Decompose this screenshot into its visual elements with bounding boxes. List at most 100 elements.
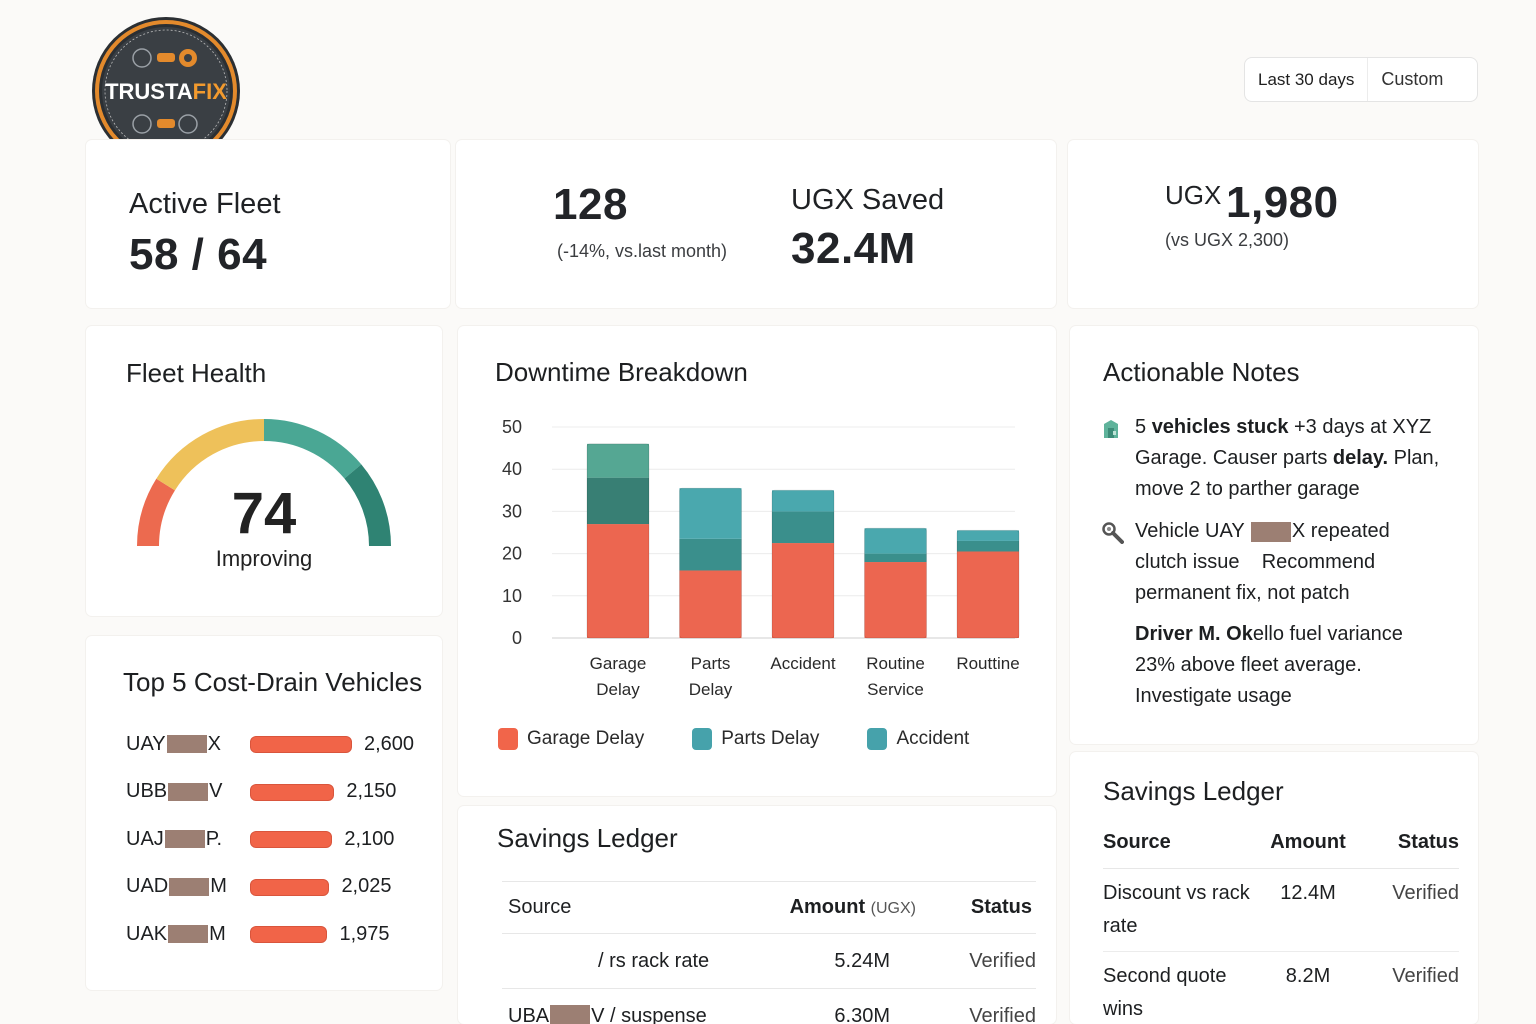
ledger-main-header-source: Source [502, 881, 776, 934]
bar-segment-parts-delay[interactable] [864, 553, 927, 563]
ledger-status: Verified [926, 933, 1036, 989]
cost-drain-row[interactable]: UBB V 2,150 [126, 777, 426, 807]
legend-item[interactable]: Parts Delay [692, 728, 819, 750]
bar-outline [771, 489, 835, 639]
cost-drain-row[interactable]: UAJ P. 2,100 [126, 824, 426, 854]
note-fragment: X repeated clutch issue Recommend perman… [1135, 520, 1390, 604]
bar-segment-parts-delay[interactable] [679, 538, 742, 571]
range-custom[interactable]: Custom [1367, 58, 1456, 101]
redaction-block [168, 782, 209, 801]
bar-segment-accident[interactable] [957, 530, 1019, 541]
gauge-segment-excellent [344, 464, 391, 547]
ledger-side-header-row: Source Amount Status [1103, 818, 1459, 869]
ledger-amount: 5.24M [776, 933, 926, 989]
x-tick-label: Service [867, 680, 924, 699]
ledger-main-title: Savings Ledger [497, 823, 678, 853]
fleet-health-title: Fleet Health [126, 358, 267, 388]
note-text: Driver M. Okello fuel variance 23% above… [1135, 619, 1442, 712]
bar-segment-parts-delay[interactable] [957, 540, 1019, 552]
downtime-chart: 0 10 20 30 40 50 Garage Delay Parts Delay Accident… [502, 417, 1020, 699]
cost-value: 1,975 [339, 922, 390, 945]
legend-label: Parts Delay [721, 728, 820, 749]
bar-outline [956, 529, 1020, 639]
bar-segment-garage-delay[interactable] [679, 570, 742, 638]
bar-segment-accident[interactable] [587, 443, 649, 478]
svg-text:TRUSTAFIX: TRUSTAFIX [105, 79, 227, 104]
ledger-main-header-row: Source Amount (UGX) Status [502, 881, 1036, 934]
ledger-amount: 8.2M [1285, 964, 1331, 987]
table-row[interactable]: Discount vs rack rate 12.4M Verified [1103, 868, 1459, 952]
plate-prefix: UAK [126, 922, 168, 945]
bar-segment-accident[interactable] [772, 490, 834, 512]
chart-legend: Garage Delay Parts Delay Accident [498, 728, 1017, 750]
y-tick-label: 0 [512, 628, 522, 648]
legend-swatch [498, 728, 518, 750]
ledger-side-header-amount: Amount [1253, 818, 1363, 869]
bar-segment-parts-delay[interactable] [772, 511, 834, 544]
vehicle-plate: UAY X [126, 729, 221, 759]
legend-item[interactable]: Accident [867, 728, 969, 750]
gauge-segment-good [263, 419, 362, 479]
legend-item[interactable]: Garage Delay [498, 728, 644, 750]
wrench-icon [1102, 522, 1124, 544]
ledger-status: Verified [1363, 868, 1459, 952]
brand-name-part2: FIX [193, 79, 228, 104]
x-tick-label: Routine [866, 654, 925, 673]
bar-segment-garage-delay[interactable] [957, 551, 1019, 638]
plate-suffix: P. [205, 827, 223, 850]
kpi-card-active-fleet [86, 140, 450, 308]
bar-segment-parts-delay[interactable] [587, 477, 649, 525]
brand-name-part1: TRUSTA [105, 79, 193, 104]
plate-prefix: UAY [126, 732, 166, 755]
bar-segment-garage-delay[interactable] [864, 562, 927, 638]
active-fleet-value: 58 / 64 [129, 230, 268, 279]
cost-drain-row[interactable]: UAD M 2,025 [126, 872, 426, 902]
cost-bar [250, 736, 352, 753]
ledger-side-header-status: Status [1363, 818, 1459, 869]
ledger-side-header-source: Source [1103, 818, 1253, 869]
avg-cost-currency: UGX [1165, 180, 1222, 210]
fleet-health-score: 74 [231, 481, 297, 546]
cost-drain-row[interactable]: UAY X 2,600 [126, 729, 426, 759]
x-tick-label: Garage [590, 654, 647, 673]
table-row[interactable]: UBA V / suspense 6.30M Verified [502, 988, 1036, 1024]
y-tick-label: 40 [502, 459, 522, 479]
bar-segment-garage-delay[interactable] [587, 524, 649, 638]
gauge-segment-fair [156, 419, 265, 491]
redaction-block [1250, 521, 1291, 542]
trustafix-logo: TRUSTAFIX [90, 16, 242, 166]
vehicle-plate: UBB V [126, 777, 222, 807]
ledger-source-text: V / suspense [591, 1004, 707, 1024]
table-row[interactable]: Second quote wins 8.2M Verified [1103, 951, 1459, 1024]
ledger-status: Verified [926, 988, 1036, 1024]
cost-value: 2,150 [346, 780, 397, 802]
note-fragment: 5 [1135, 416, 1152, 438]
cost-bar [250, 926, 328, 943]
cost-drain-title: Top 5 Cost-Drain Vehicles [123, 667, 423, 697]
count-value: 128 [553, 180, 628, 229]
ledger-amount: 12.4M [1253, 868, 1363, 952]
ledger-source: Second quote wins [1103, 964, 1227, 1020]
bar-segment-accident[interactable] [864, 528, 927, 554]
table-row[interactable]: / rs rack rate 5.24M Verified [502, 933, 1036, 989]
cost-bar [250, 878, 330, 896]
cost-bar [250, 831, 333, 848]
ledger-source: UBA V / suspense [502, 988, 776, 1024]
bar-segment-accident[interactable] [679, 488, 742, 539]
range-last-30-days[interactable]: Last 30 days [1258, 69, 1355, 89]
note-fragment: ello fuel variance 23% above fleet avera… [1135, 623, 1403, 707]
x-tick-label: Routtine [956, 654, 1019, 673]
car-icon [157, 53, 175, 128]
bar-segment-garage-delay[interactable] [772, 543, 834, 638]
downtime-card [458, 326, 1056, 796]
note-emphasis: delay. [1332, 447, 1389, 469]
amount-header-text: Amount [789, 896, 866, 918]
ledger-status: Verified [1392, 964, 1459, 987]
x-tick-label: Parts [691, 654, 731, 673]
cost-drain-row[interactable]: UAK M 1,975 [126, 919, 426, 949]
note-text: 5 vehicles stuck +3 days at XYZ Garage. … [1135, 412, 1442, 505]
note-text: Vehicle UAY X repeated clutch issue Reco… [1135, 516, 1442, 609]
note-fragment: Plan, move 2 to parther garage [1135, 447, 1440, 500]
avg-cost-comparison: (vs UGX 2,300) [1165, 230, 1290, 250]
ledger-side-table: Source Amount Status Discount vs rack ra… [1103, 818, 1459, 1024]
